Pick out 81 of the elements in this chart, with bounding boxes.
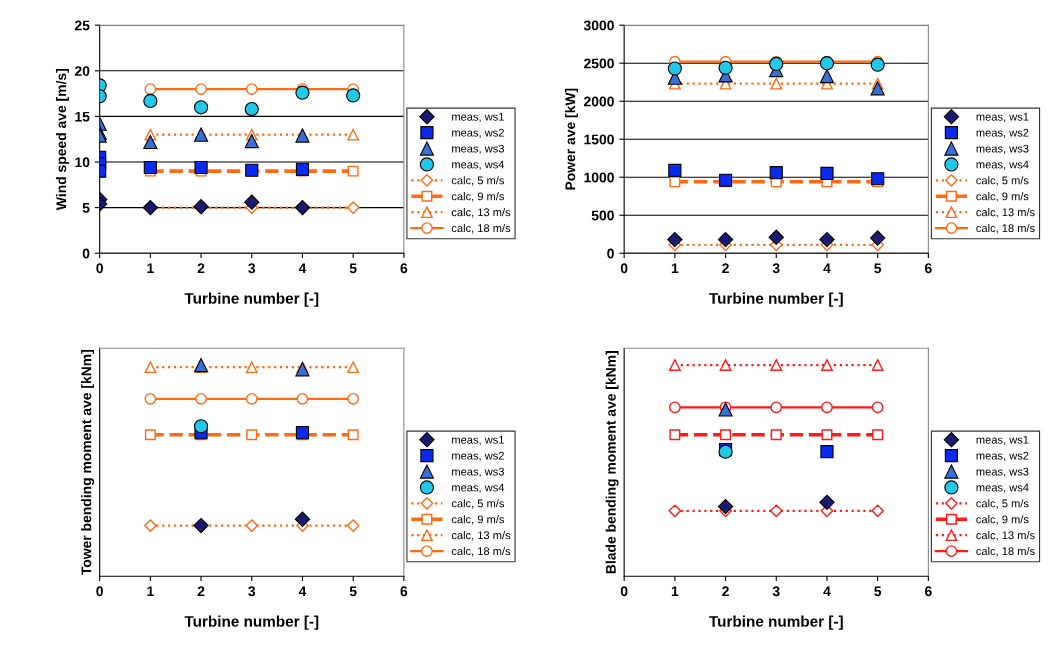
x-tick-label: 4 [823, 586, 831, 597]
legend-label: calc, 18 m/s [976, 546, 1035, 557]
legend-label: calc, 9 m/s [451, 192, 505, 202]
y-tick-label: 3000 [583, 20, 614, 31]
legend-label: calc, 5 m/s [976, 499, 1029, 509]
x-tick-label: 3 [772, 263, 780, 274]
legend-label: meas, ws3 [452, 144, 504, 154]
legend-label: meas, ws2 [452, 451, 504, 461]
legend-label: calc, 9 m/s [976, 515, 1029, 525]
y-tick-label: 2500 [584, 58, 614, 69]
x-tick-label: 0 [620, 586, 628, 597]
legend-label: meas, ws2 [976, 128, 1029, 138]
y-axis-title: Blade bending moment ave [kNm] [605, 351, 619, 574]
legend-label: meas, ws3 [976, 144, 1029, 154]
x-axis-title: Turbine number [-] [709, 292, 843, 307]
x-axis-title: Turbine number [-] [184, 615, 319, 630]
x-tick-label: 4 [298, 263, 307, 274]
y-tick-label: 20 [74, 66, 90, 76]
legend-label: meas, ws4 [976, 483, 1029, 493]
x-tick-label: 6 [400, 263, 408, 274]
x-tick-label: 5 [874, 586, 882, 597]
legend-label: calc, 18 m/s [451, 546, 511, 557]
legend-label: calc, 9 m/s [451, 515, 505, 525]
x-tick-label: 6 [925, 586, 932, 597]
x-axis-title: Turbine number [-] [709, 615, 843, 630]
legend-label: calc, 13 m/s [451, 531, 511, 541]
x-tick-label: 0 [96, 586, 103, 597]
x-tick-label: 0 [96, 263, 103, 274]
x-tick-label: 2 [197, 263, 205, 274]
x-axis-title: Turbine number [-] [184, 292, 319, 307]
legend-label: calc, 13 m/s [451, 208, 511, 218]
x-tick-label: 3 [248, 586, 256, 597]
legend-label: meas, ws3 [452, 467, 504, 477]
legend-label: meas, ws1 [976, 435, 1029, 446]
x-tick-label: 1 [671, 263, 679, 274]
legend-label: meas, ws2 [452, 128, 504, 138]
x-tick-label: 1 [671, 586, 679, 597]
x-tick-label: 2 [197, 586, 205, 597]
y-tick-label: 1000 [584, 172, 614, 183]
x-tick-label: 3 [772, 586, 780, 597]
x-tick-label: 5 [874, 263, 882, 274]
x-tick-label: 2 [722, 586, 729, 597]
y-tick-label: 10 [75, 157, 90, 168]
legend-label: meas, ws2 [976, 451, 1029, 461]
legend-label: meas, ws1 [452, 435, 504, 446]
y-axis-title: Tower bending moment ave [kNm] [81, 350, 95, 575]
y-tick-label: 15 [75, 111, 90, 122]
x-tick-label: 1 [147, 263, 154, 274]
y-tick-label: 25 [74, 20, 90, 31]
legend-label: calc, 13 m/s [976, 208, 1035, 218]
legend-label: calc, 5 m/s [451, 176, 505, 186]
y-tick-label: 0 [607, 248, 614, 259]
x-tick-label: 3 [248, 263, 256, 274]
y-tick-label: 0 [82, 248, 90, 259]
y-tick-label: 2000 [584, 96, 614, 107]
legend-label: calc, 9 m/s [976, 192, 1029, 202]
x-tick-label: 1 [147, 586, 154, 597]
y-tick-label: 500 [591, 210, 614, 221]
x-tick-label: 2 [722, 263, 729, 274]
legend-label: meas, ws4 [452, 483, 505, 493]
x-tick-label: 4 [823, 263, 831, 274]
legend-label: calc, 18 m/s [976, 223, 1035, 234]
legend-label: meas, ws4 [452, 160, 505, 170]
x-tick-label: 4 [298, 586, 307, 597]
legend-label: calc, 5 m/s [451, 499, 505, 509]
legend-label: meas, ws1 [452, 112, 504, 123]
x-tick-label: 6 [400, 586, 408, 597]
y-axis-title: Power ave [kW] [565, 88, 578, 190]
legend-label: calc, 5 m/s [976, 176, 1029, 186]
legend-label: meas, ws3 [976, 467, 1029, 477]
legend-label: meas, ws1 [976, 112, 1029, 123]
x-tick-label: 5 [349, 263, 357, 274]
x-tick-label: 5 [349, 586, 357, 597]
y-tick-label: 5 [82, 203, 90, 213]
legend-label: meas, ws4 [976, 160, 1029, 170]
legend-label: calc, 18 m/s [451, 223, 511, 234]
legend-label: calc, 13 m/s [976, 531, 1035, 541]
x-tick-label: 6 [925, 263, 932, 274]
y-tick-label: 1500 [584, 134, 614, 145]
x-tick-label: 0 [620, 263, 628, 274]
y-axis-title: Wind speed ave [m/s] [55, 69, 69, 211]
